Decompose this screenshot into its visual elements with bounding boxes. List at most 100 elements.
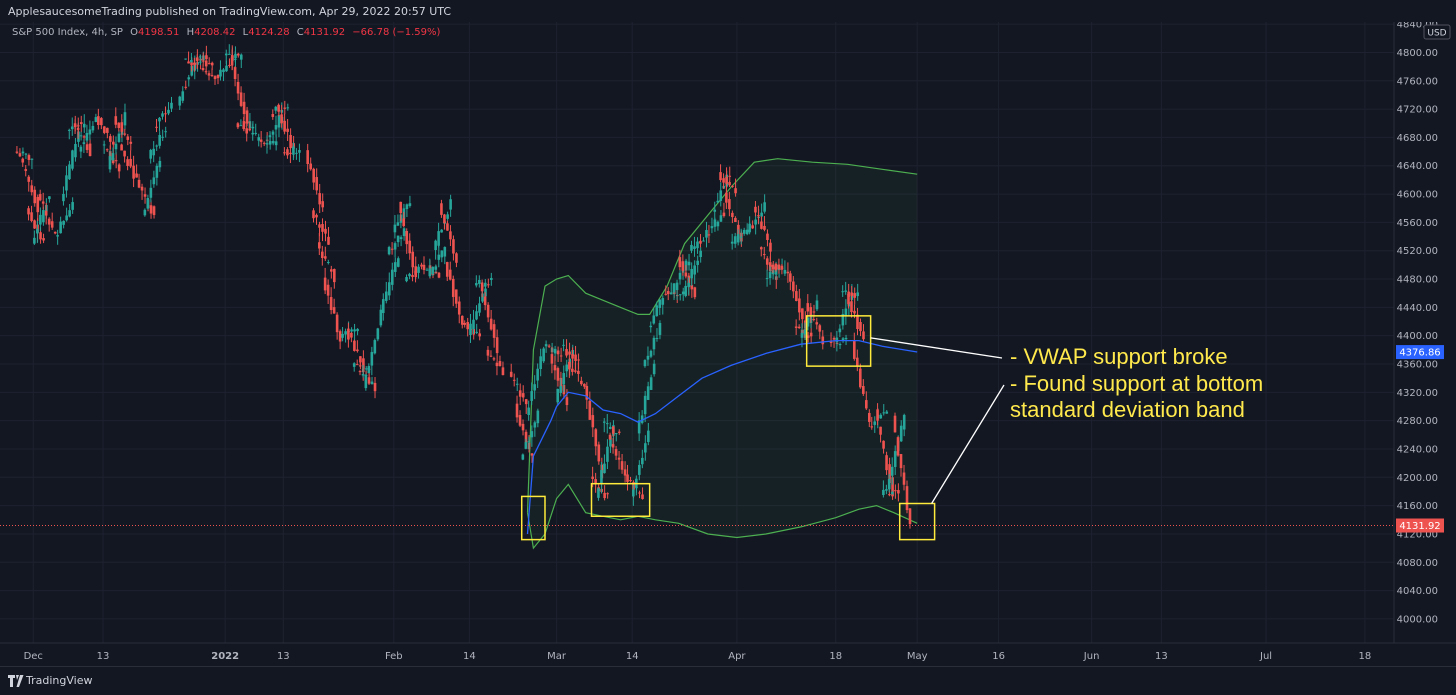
candle-body (728, 199, 731, 210)
candle-body (486, 304, 490, 318)
tradingview-logo-icon[interactable] (8, 675, 26, 687)
candle-body (126, 159, 129, 166)
candle-body (396, 235, 400, 243)
candle-body (387, 247, 391, 255)
price-tick-label: 4040.00 (1397, 586, 1438, 597)
candle-body (425, 269, 429, 271)
candle-body (887, 478, 891, 490)
candle-body (760, 221, 763, 229)
candle-body (856, 314, 859, 330)
candle-body (536, 410, 540, 424)
candle-body (88, 129, 92, 135)
candle-body (536, 368, 539, 381)
candle-body (847, 293, 850, 305)
candle-body (184, 86, 188, 88)
annotation-line-1: - VWAP support broke (1010, 344, 1228, 369)
candle-body (390, 248, 394, 250)
candle-body (696, 241, 699, 249)
candle-body (277, 115, 281, 128)
candle-body (82, 142, 86, 144)
candle-body (882, 440, 885, 449)
candle-body (274, 106, 278, 111)
candle-body (21, 158, 25, 163)
candle-body (283, 120, 286, 132)
candle-body (123, 133, 127, 135)
candle-body (152, 177, 156, 185)
candle-body (806, 335, 810, 338)
candle-body (30, 158, 34, 160)
candle-body (440, 203, 443, 215)
candle-body (286, 149, 289, 156)
candle-body (571, 368, 574, 372)
candle-body (79, 122, 83, 125)
candle-body (803, 329, 807, 335)
candle-body (795, 291, 798, 301)
candle-body (353, 329, 356, 332)
candle-body (123, 112, 127, 126)
candle-body (705, 230, 708, 238)
candle-body (602, 421, 606, 423)
candle-body (373, 382, 377, 392)
high-value: 4208.42 (194, 27, 236, 38)
candle-body (73, 123, 77, 127)
candle-body (841, 314, 845, 326)
pointer-band (931, 384, 1005, 504)
candle-body (108, 156, 112, 170)
candle-body (271, 140, 275, 144)
candle-body (408, 203, 412, 206)
candle-body (515, 383, 519, 385)
candle-body (643, 395, 647, 415)
candle-body (856, 292, 859, 297)
candle-body (353, 340, 356, 351)
price-axis[interactable]: 4000.00 4040.00 4080.00 4120.00 4160.00 4200.… (1393, 20, 1456, 643)
candle-body (367, 366, 371, 374)
candle-body (806, 303, 810, 312)
candle-body (321, 201, 324, 208)
candle-body (463, 322, 466, 325)
symbol-name[interactable]: S&P 500 Index, 4h, SP (12, 27, 123, 38)
candle-body (376, 328, 380, 340)
annotation-line-3: standard deviation band (1010, 397, 1245, 422)
candle-body (155, 126, 158, 128)
candle-body (265, 143, 269, 145)
candle-body (652, 315, 656, 324)
candle-body (588, 400, 592, 420)
candle-body (652, 337, 656, 350)
candle-body (797, 326, 801, 329)
time-axis[interactable]: Dec 13 2022 13 Feb 14 Mar 14 Apr 18 May 16 Jun 13 Jul 1… (0, 642, 1456, 662)
tradingview-brand[interactable]: TradingView (26, 674, 93, 687)
candle-body (565, 397, 569, 406)
candle-body (384, 291, 388, 301)
candle-body (393, 224, 397, 233)
candle-body (100, 118, 103, 126)
candle-body (754, 219, 757, 225)
candle-body (690, 285, 694, 290)
candle-body (885, 455, 888, 471)
candle-body (355, 364, 359, 366)
candle-body (844, 290, 847, 292)
publish-info: ApplesaucesomeTrading published on Tradi… (8, 5, 452, 18)
candle-body (475, 283, 478, 286)
candle-body (59, 221, 62, 234)
candle-body (446, 223, 449, 231)
candle-body (498, 361, 502, 367)
candle-body (364, 368, 368, 370)
candle-body (475, 311, 478, 320)
candle-body (899, 425, 903, 442)
candle-body (527, 441, 531, 443)
candle-body (321, 224, 324, 232)
candle-body (690, 244, 693, 251)
candle-body (327, 262, 330, 264)
candle-body (809, 307, 813, 315)
candle-body (868, 412, 871, 422)
candle-body (716, 221, 720, 227)
candle-body (62, 193, 65, 202)
candle-body (626, 474, 629, 482)
candle-body (455, 253, 458, 263)
candle-body (483, 296, 487, 306)
candle-body (161, 136, 164, 138)
candle-body (733, 236, 737, 244)
candle-body (338, 331, 342, 342)
candle-body (27, 176, 31, 182)
